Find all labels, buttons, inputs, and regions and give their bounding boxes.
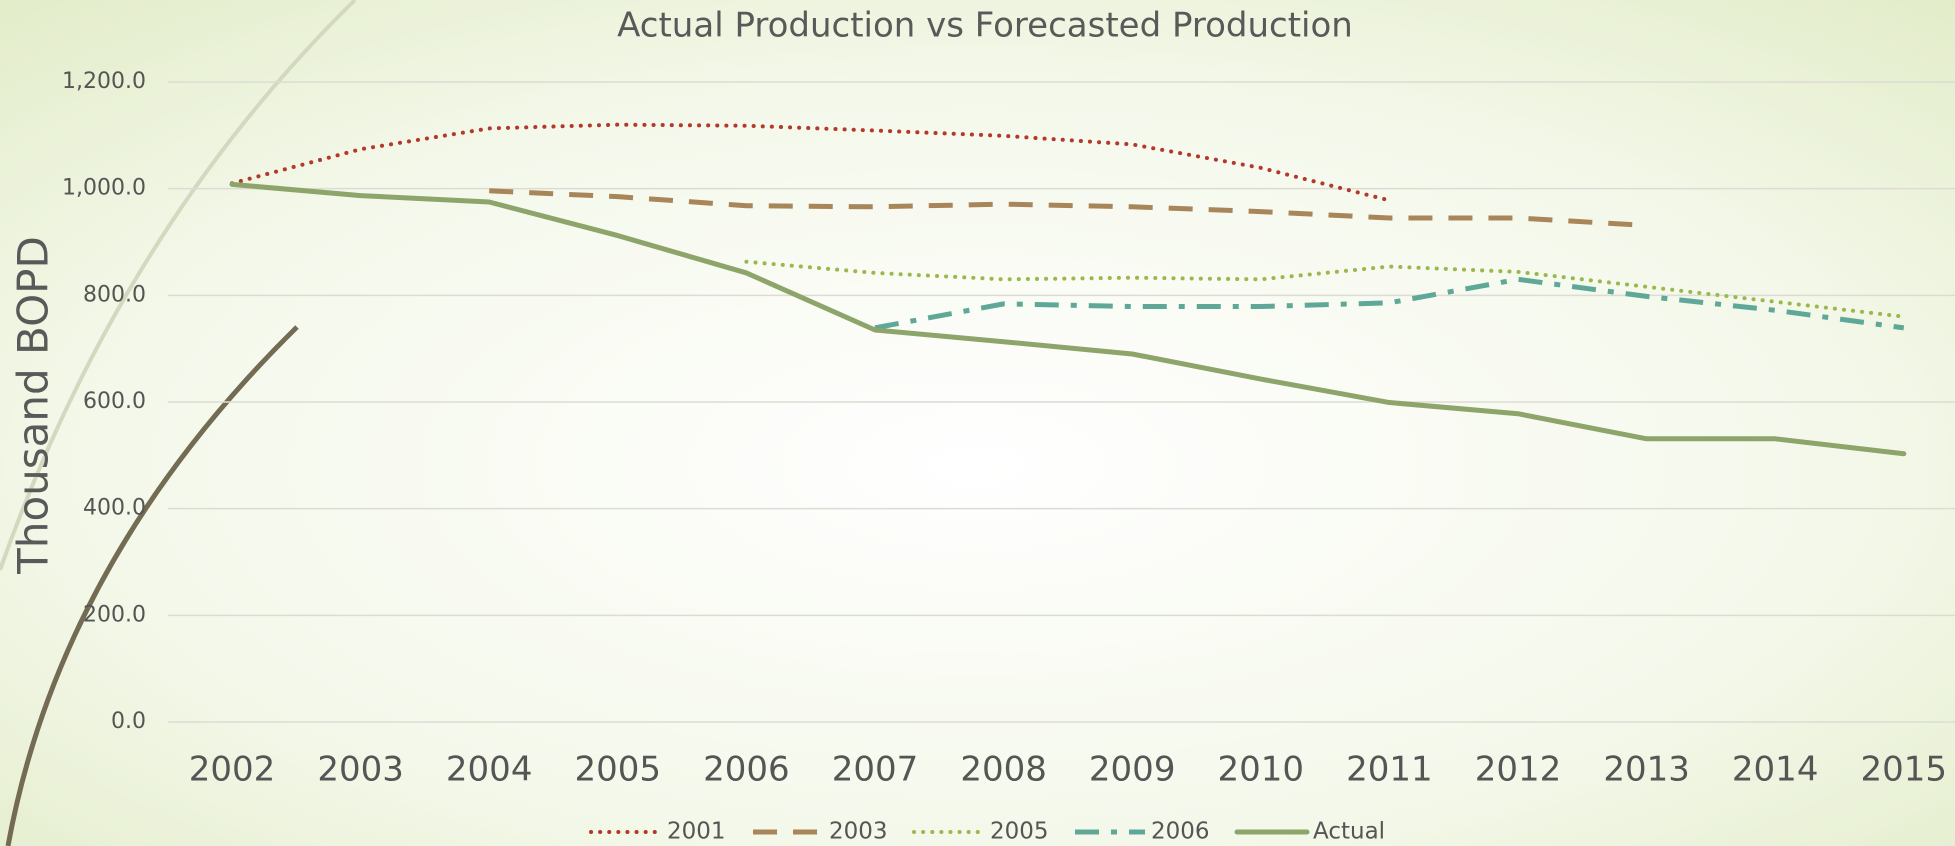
y-tick-label: 800.0 xyxy=(83,282,146,307)
y-tick-label: 600.0 xyxy=(83,389,146,414)
decor-curve xyxy=(5,325,299,846)
y-tick-label: 200.0 xyxy=(83,602,146,627)
series-line xyxy=(230,122,1392,203)
x-tick-label: 2008 xyxy=(960,750,1047,790)
legend-label: 2003 xyxy=(829,819,888,845)
x-tick-label: 2009 xyxy=(1089,750,1176,790)
legend: 2001 2003 2005 2006 Actual xyxy=(589,819,1385,845)
y-tick-label: 1,000.0 xyxy=(62,176,146,201)
x-tick-label: 2011 xyxy=(1346,750,1433,790)
y-axis-label: Thousand BOPD xyxy=(9,236,58,575)
x-tick-label: 2006 xyxy=(703,750,790,790)
plot-area xyxy=(229,122,1907,457)
series-line xyxy=(874,276,1905,331)
x-tick-label: 2010 xyxy=(1218,750,1305,790)
legend-label: 2006 xyxy=(1151,819,1210,845)
legend-label: Actual xyxy=(1313,819,1385,845)
chart-title: Actual Production vs Forecasted Producti… xyxy=(617,6,1353,46)
x-tick-label: 2004 xyxy=(446,750,533,790)
x-tick-label: 2002 xyxy=(189,750,276,790)
legend-label: 2005 xyxy=(990,819,1049,845)
y-tick-label: 1,200.0 xyxy=(62,69,146,94)
legend-label: 2001 xyxy=(667,819,726,845)
x-tick-label: 2014 xyxy=(1732,750,1819,790)
decor-curve xyxy=(0,0,357,571)
series-line xyxy=(489,188,1647,228)
series-line xyxy=(229,181,1907,457)
x-tick-label: 2015 xyxy=(1861,750,1948,790)
x-tick-label: 2005 xyxy=(575,750,662,790)
x-tick-label: 2012 xyxy=(1475,750,1562,790)
y-tick-label: 400.0 xyxy=(83,496,146,521)
x-tick-label: 2007 xyxy=(832,750,919,790)
y-tick-label: 0.0 xyxy=(111,709,146,734)
x-tick-label: 2003 xyxy=(317,750,404,790)
grid: 0.0 200.0 400.0 600.0 800.0 1,000.0 1,200.0 200… xyxy=(62,69,1955,790)
x-tick-label: 2013 xyxy=(1603,750,1690,790)
